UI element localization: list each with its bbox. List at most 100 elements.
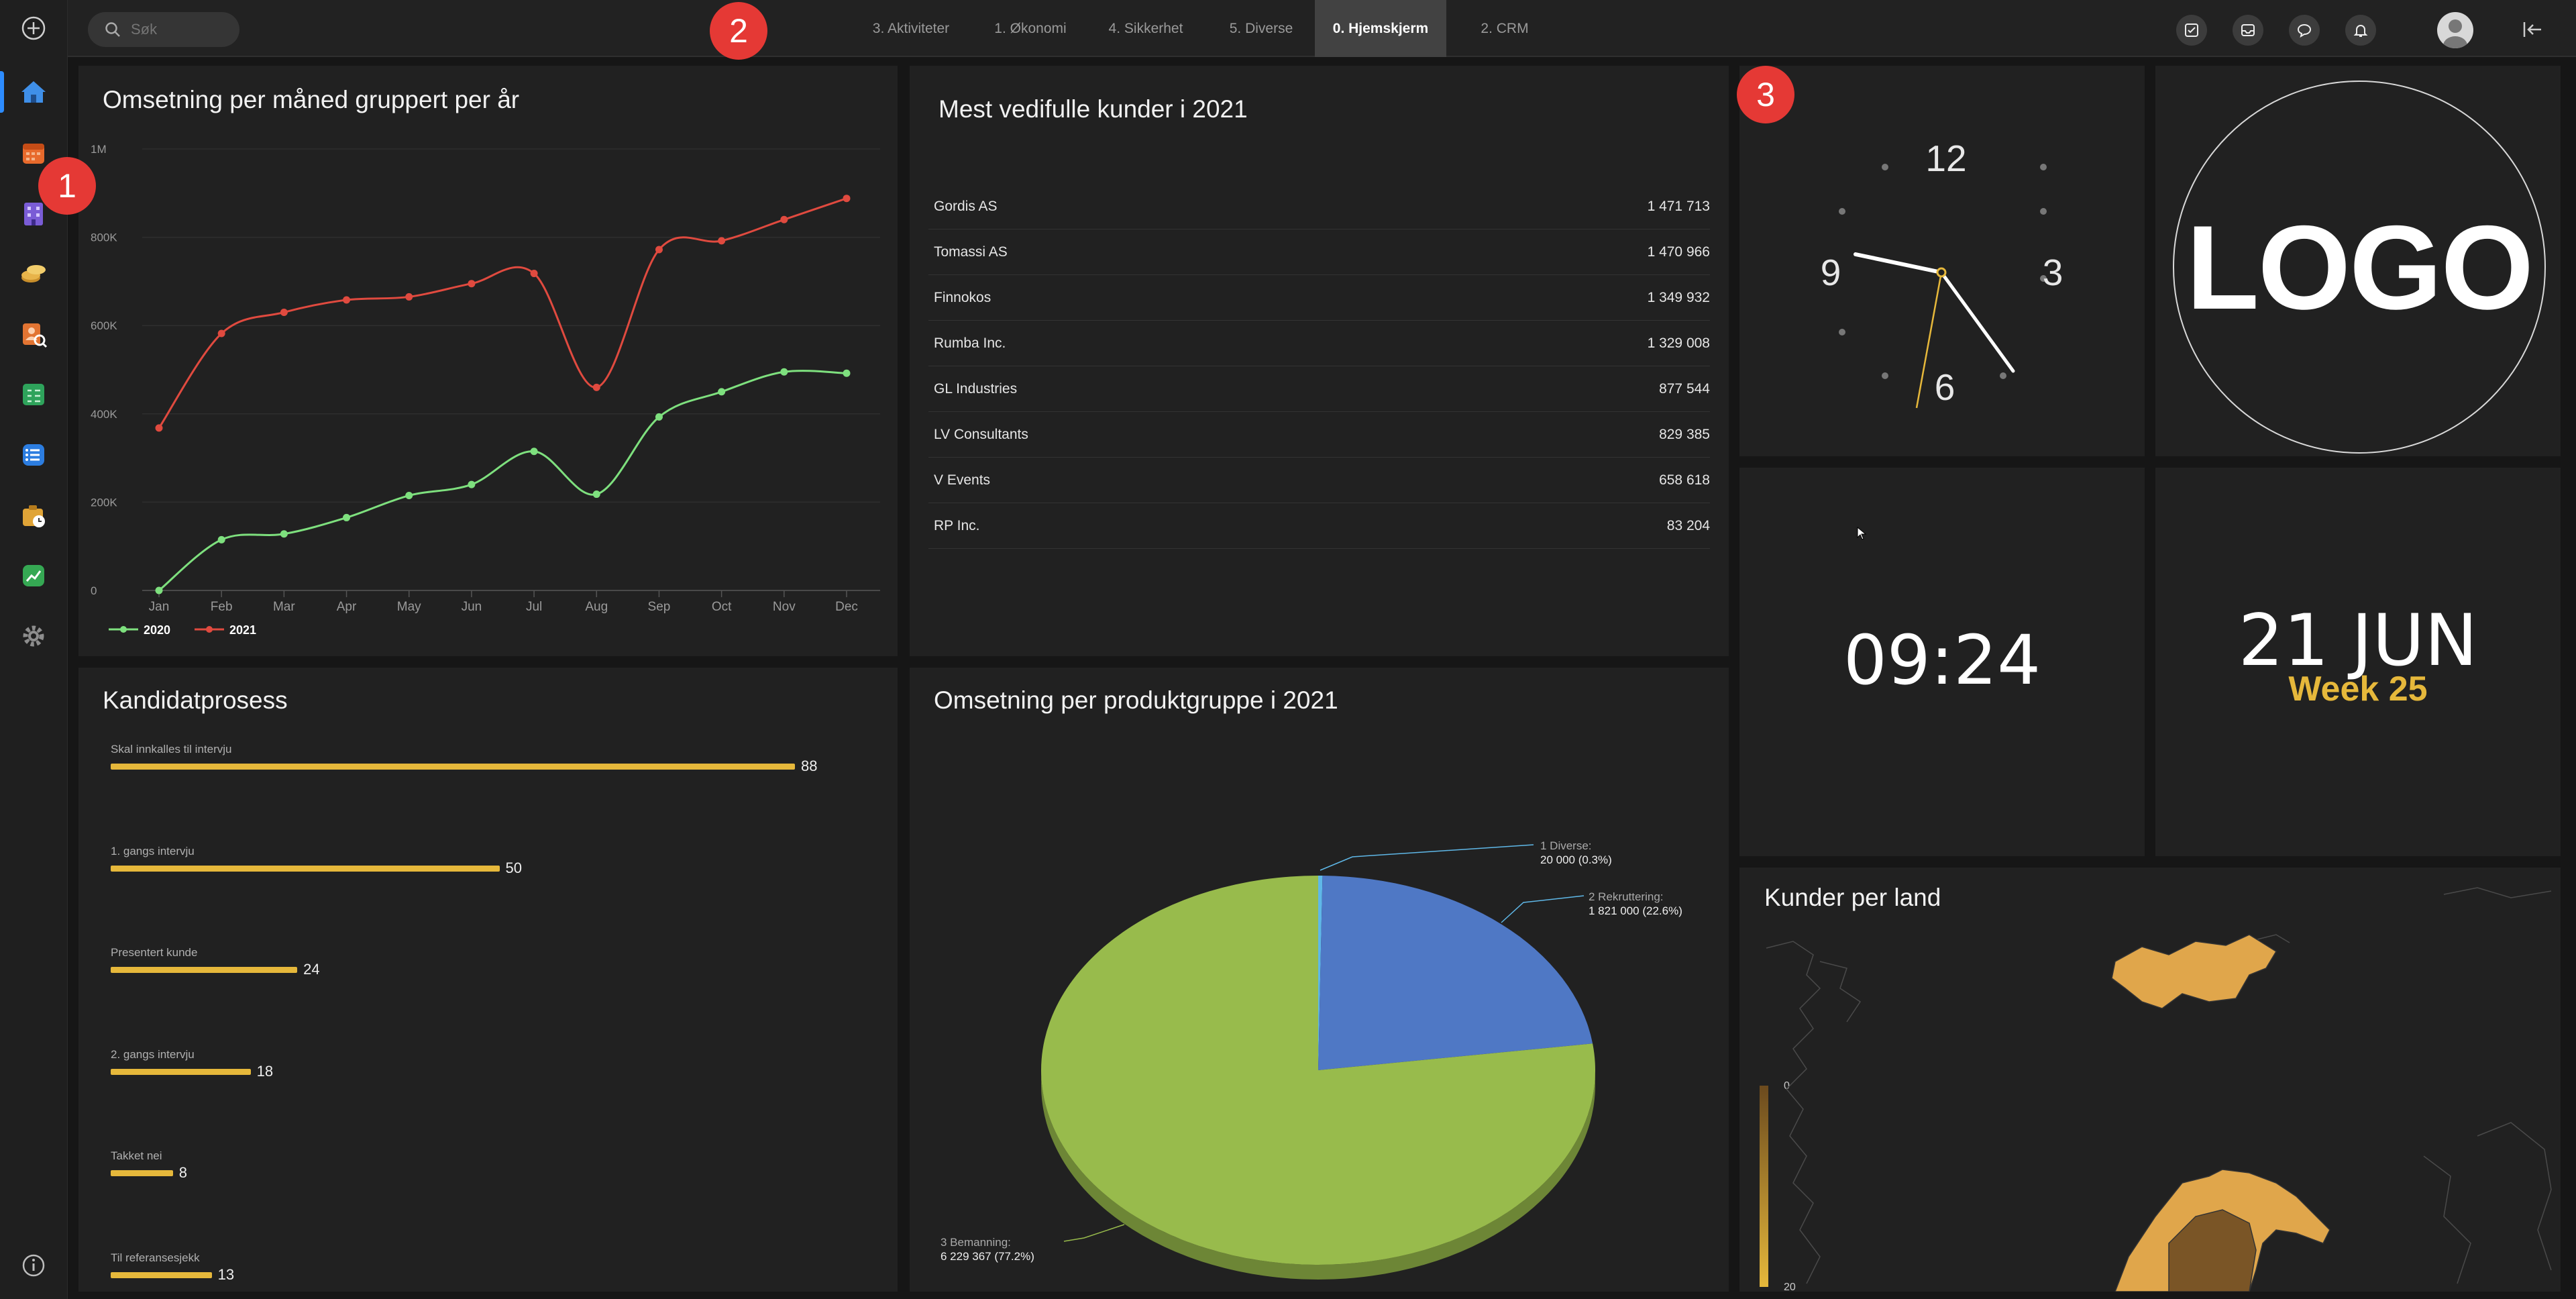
data-point-2020[interactable] [592, 490, 600, 499]
avatar-icon[interactable] [2437, 12, 2473, 48]
customer-row[interactable]: Gordis AS 1 471 713 [928, 184, 1710, 229]
customer-row[interactable]: Rumba Inc. 1 329 008 [928, 321, 1710, 366]
customer-value: 877 544 [1659, 381, 1710, 397]
bar[interactable] [111, 1170, 173, 1176]
data-point-2021[interactable] [592, 383, 600, 391]
series-line-2020 [158, 370, 847, 592]
chat-icon[interactable] [2289, 15, 2320, 46]
data-point-2020[interactable] [780, 368, 788, 376]
sidebar-item-finance[interactable] [15, 255, 52, 293]
mouse-cursor-icon [1857, 527, 1867, 540]
data-point-2020[interactable] [655, 413, 663, 421]
search-person-icon [23, 323, 48, 348]
x-tick-label: Nov [773, 600, 796, 614]
sidebar-item-recruitment[interactable] [15, 315, 52, 353]
inbox-icon[interactable] [2233, 15, 2263, 46]
data-point-2020[interactable] [843, 369, 851, 377]
data-point-2021[interactable] [343, 296, 351, 304]
customer-name: Tomassi AS [934, 244, 1008, 260]
candidates-title: Kandidatprosess [103, 686, 288, 714]
gear-icon [23, 625, 44, 647]
customer-row[interactable]: RP Inc. 83 204 [928, 503, 1710, 549]
logo-panel: LOGO [2155, 66, 2561, 456]
annotation-badge-1: 1 [38, 157, 96, 215]
customer-row[interactable]: Finnokos 1 349 932 [928, 275, 1710, 321]
customer-value: 83 204 [1666, 518, 1710, 533]
sidebar-item-timesheets[interactable] [15, 497, 52, 534]
sidebar-item-settings[interactable] [15, 617, 52, 655]
data-point-2021[interactable] [155, 424, 163, 432]
search-input[interactable] [131, 21, 231, 38]
customer-name: V Events [934, 472, 991, 488]
customer-row[interactable]: Tomassi AS 1 470 966 [928, 229, 1710, 275]
data-point-2020[interactable] [343, 513, 351, 521]
data-point-2021[interactable] [468, 280, 476, 288]
tab-okonomi[interactable]: 1. Økonomi [994, 20, 1067, 36]
data-point-2020[interactable] [217, 535, 225, 543]
sidebar-active-indicator [0, 71, 4, 113]
sidebar-item-reports[interactable] [15, 557, 52, 594]
sidebar-item-companies[interactable] [15, 195, 52, 232]
customers-title: Mest vedifulle kunder i 2021 [938, 95, 1248, 123]
bell-icon[interactable] [2345, 15, 2376, 46]
bar[interactable] [111, 1068, 251, 1075]
logo-text: LOGO [2186, 200, 2534, 334]
search-box[interactable] [88, 12, 239, 47]
data-point-2020[interactable] [468, 480, 476, 488]
data-point-2021[interactable] [530, 270, 538, 278]
y-tick-label: 400K [91, 408, 117, 421]
tab-diverse[interactable]: 5. Diverse [1229, 20, 1293, 36]
data-point-2021[interactable] [405, 293, 413, 301]
legend-label[interactable]: 2020 [144, 623, 170, 637]
analog-clock-panel: 12 3 6 9 [1739, 66, 2145, 456]
bar[interactable] [111, 967, 298, 973]
tab-sikkerhet[interactable]: 4. Sikkerhet [1108, 20, 1183, 36]
date-day-month: 21 JUN [2238, 599, 2478, 682]
tab-crm[interactable]: 2. CRM [1481, 20, 1529, 36]
data-point-2021[interactable] [780, 215, 788, 223]
add-icon[interactable] [15, 9, 52, 47]
data-point-2021[interactable] [280, 308, 288, 316]
data-point-2021[interactable] [655, 246, 663, 254]
data-point-2021[interactable] [718, 237, 726, 245]
data-point-2020[interactable] [405, 492, 413, 500]
customer-row[interactable]: LV Consultants 829 385 [928, 412, 1710, 458]
sidebar-item-calendar[interactable] [15, 134, 52, 172]
pie-slice[interactable] [1318, 876, 1323, 1070]
customer-value: 1 471 713 [1647, 199, 1710, 214]
calendar-icon [23, 144, 44, 164]
sidebar-item-lists[interactable] [15, 436, 52, 474]
digital-clock-panel: 09:24 [1739, 468, 2145, 856]
map-legend-min: 0 [1784, 1080, 1790, 1092]
y-tick-label: 1M [91, 143, 107, 156]
data-point-2020[interactable] [280, 530, 288, 538]
x-tick-label: Jun [462, 600, 482, 614]
pie-label-value: 1 821 000 (22.6%) [1589, 904, 1682, 917]
collapse-panel-icon[interactable] [2519, 16, 2546, 43]
data-point-2020[interactable] [718, 388, 726, 396]
data-point-2020[interactable] [155, 586, 163, 594]
info-icon[interactable] [15, 1247, 52, 1284]
sidebar-item-home[interactable] [15, 73, 52, 111]
tasks-icon[interactable] [2176, 15, 2207, 46]
data-point-2021[interactable] [217, 329, 225, 337]
tab-hjemskjerm[interactable]: 0. Hjemskjerm [1315, 0, 1446, 57]
sidebar-item-sheets[interactable] [15, 376, 52, 413]
pie-label-value: 6 229 367 (77.2%) [941, 1250, 1034, 1263]
customer-row[interactable]: GL Industries 877 544 [928, 366, 1710, 412]
bar[interactable] [111, 865, 500, 872]
customer-value: 658 618 [1659, 472, 1710, 488]
tab-aktiviteter[interactable]: 3. Aktiviteter [872, 20, 950, 36]
bar-category-label: Presentert kunde [111, 946, 198, 959]
data-point-2021[interactable] [843, 195, 851, 203]
pie-slice[interactable] [1318, 876, 1593, 1070]
bar[interactable] [111, 764, 795, 770]
pie-slice[interactable] [1041, 876, 1595, 1265]
bar-category-label: Skal innkalles til intervju [111, 743, 232, 756]
customer-row[interactable]: V Events 658 618 [928, 458, 1710, 503]
bar[interactable] [111, 1271, 212, 1278]
legend-label[interactable]: 2021 [229, 623, 256, 637]
annotation-badge-2: 2 [710, 2, 767, 60]
country-map: 0 20 [1760, 887, 2552, 1292]
data-point-2020[interactable] [530, 448, 538, 456]
